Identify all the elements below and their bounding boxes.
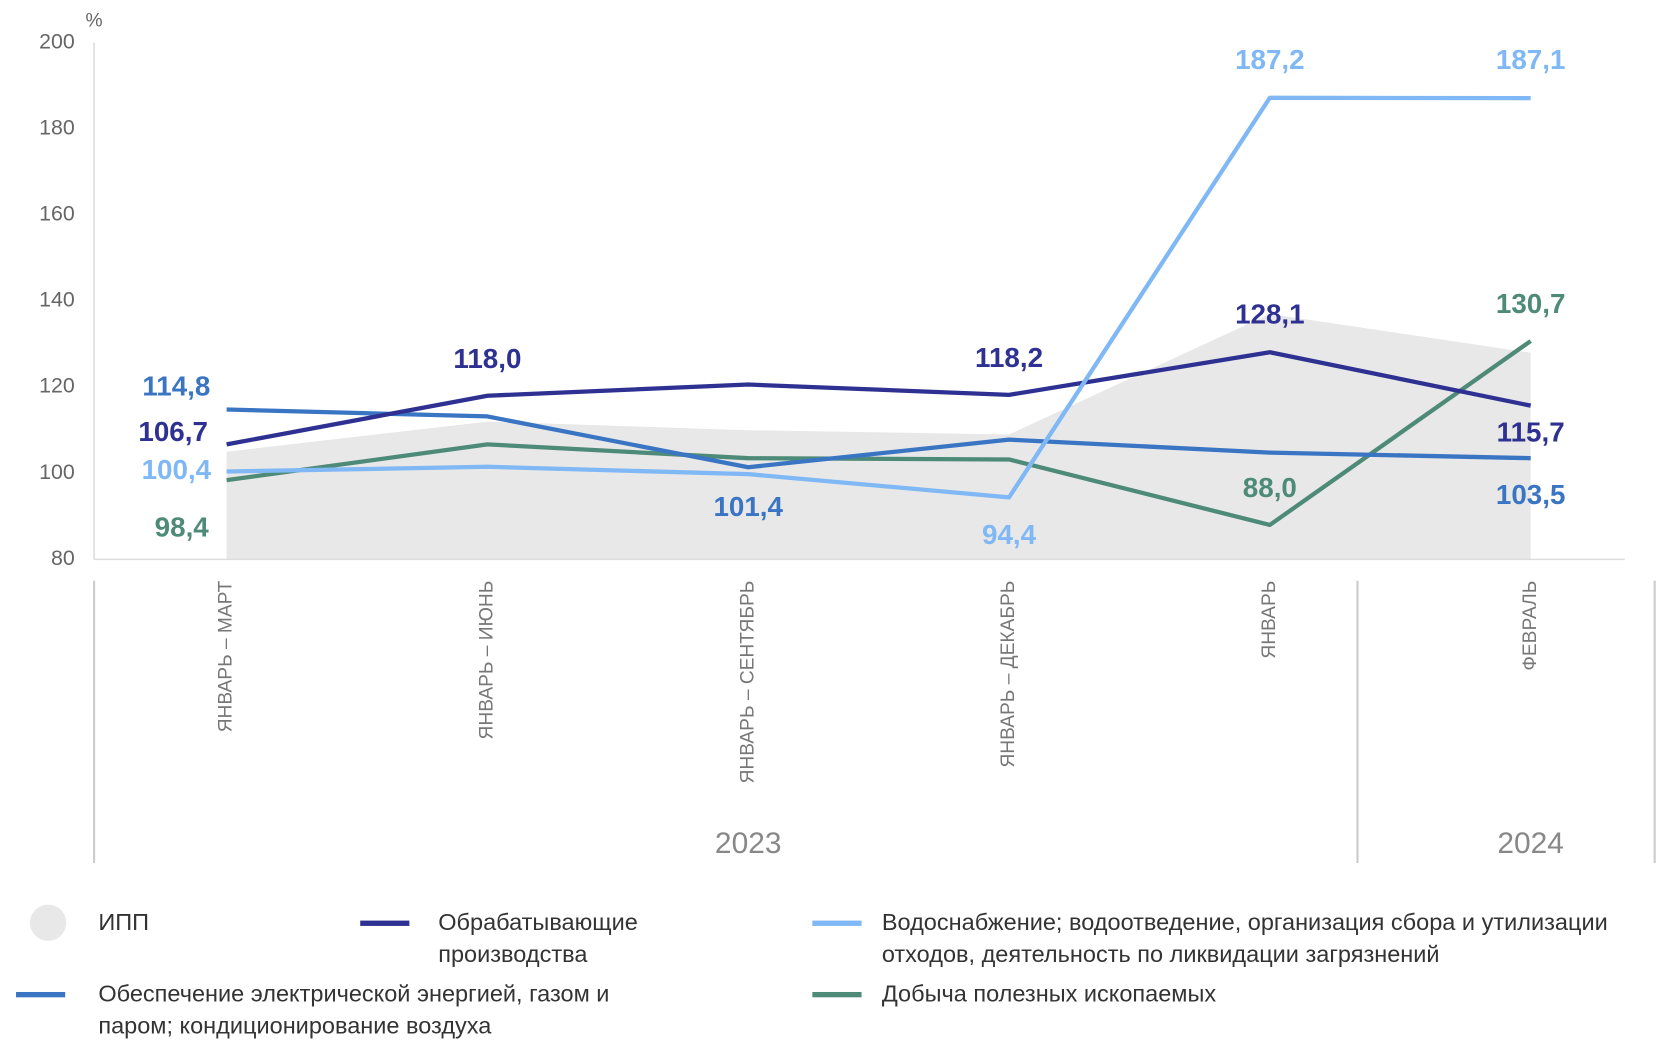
data-label: 187,2 <box>1235 44 1305 75</box>
legend-swatch <box>16 991 66 998</box>
line <box>226 407 1531 470</box>
legend-label: Добыча полезных ископаемых <box>881 980 1217 1007</box>
year-label: 2023 <box>715 827 782 860</box>
line <box>226 339 1532 528</box>
legend-swatch <box>812 920 862 926</box>
data-label: 103,5 <box>1496 479 1566 510</box>
x-tick-label: ЯНВАРЬ <box>1259 581 1280 659</box>
year-label: 2024 <box>1497 827 1564 860</box>
y-unit: % <box>86 10 103 31</box>
data-label: 114,8 <box>142 371 210 402</box>
y-tick-label: 100 <box>39 460 75 484</box>
chart: % 80 100 120 140 160 180 200 ЯНВАРЬ – МАРТ ЯНВАР… <box>39 10 1656 864</box>
legend-swatch <box>812 991 862 998</box>
data-label: 115,7 <box>1497 417 1565 448</box>
x-tick-label: ФЕВРАЛЬ <box>1520 581 1541 671</box>
legend-swatch <box>360 920 410 926</box>
y-tick-label: 180 <box>39 115 75 139</box>
y-tick-label: 80 <box>51 546 75 570</box>
y-tick-label: 120 <box>39 374 75 398</box>
legend-label: Обеспечение электрической энергией, газо… <box>98 980 610 1039</box>
data-label: 130,7 <box>1496 288 1566 319</box>
data-label: 98,4 <box>155 512 210 543</box>
line <box>226 95 1531 500</box>
data-label: 94,4 <box>982 519 1037 550</box>
data-label: 187,1 <box>1496 44 1566 75</box>
y-tick-label: 200 <box>39 29 75 53</box>
legend-label: Водоснабжение; водоотведение, организаци… <box>881 908 1608 968</box>
x-tick-label: ЯНВАРЬ – ДЕКАБРЬ <box>998 581 1019 768</box>
data-label: 88,0 <box>1243 472 1297 503</box>
y-tick-label: 160 <box>39 202 75 226</box>
legend-label: ИПП <box>98 908 150 936</box>
data-label: 106,7 <box>138 416 208 447</box>
data-label: 118,2 <box>975 342 1043 373</box>
x-tick-label: ЯНВАРЬ – МАРТ <box>216 580 237 732</box>
line <box>226 350 1532 447</box>
area <box>226 313 1531 560</box>
y-tick-label: 140 <box>39 288 75 312</box>
x-tick-label: ЯНВАРЬ – СЕНТЯБРЬ <box>737 581 758 784</box>
x-tick-label: ЯНВАРЬ – ИЮНЬ <box>476 581 497 740</box>
data-label: 118,0 <box>453 343 521 374</box>
data-label: 100,4 <box>142 454 212 485</box>
legend-swatch <box>29 904 67 941</box>
legend-label: Обрабатывающие производства <box>438 908 638 968</box>
data-label: 128,1 <box>1235 298 1305 329</box>
data-label: 101,4 <box>713 491 783 522</box>
